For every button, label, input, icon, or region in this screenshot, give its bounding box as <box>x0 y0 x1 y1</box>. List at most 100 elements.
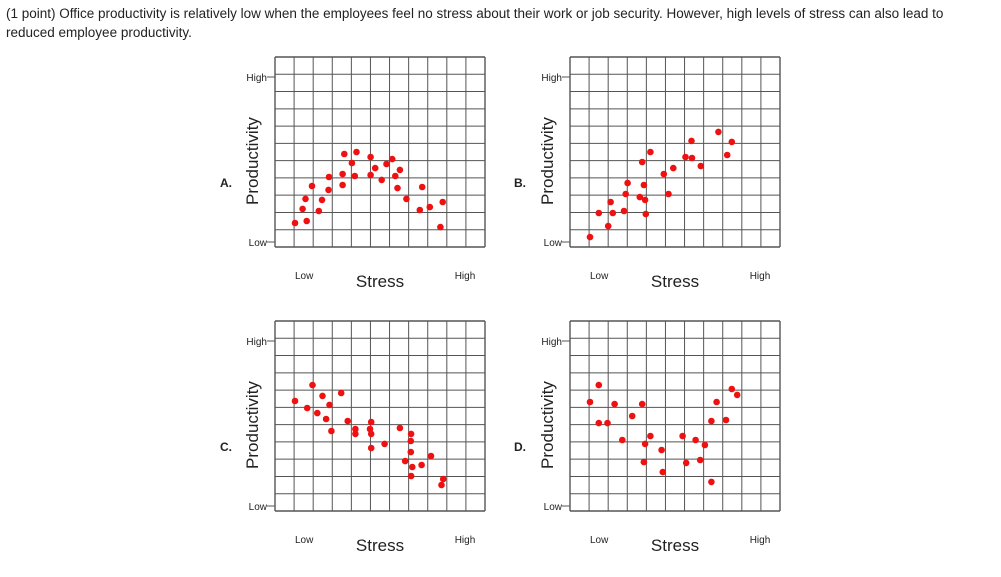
data-point <box>337 389 345 397</box>
data-point <box>609 209 617 217</box>
data-point <box>322 415 330 423</box>
data-point <box>344 417 352 425</box>
x-axis-label: Stress <box>356 272 404 291</box>
data-point <box>624 179 631 187</box>
data-point <box>341 150 348 158</box>
data-point <box>586 233 594 241</box>
data-point <box>439 475 447 483</box>
data-point <box>348 159 356 167</box>
data-point <box>692 436 699 444</box>
data-point <box>407 472 415 480</box>
data-point <box>658 446 665 454</box>
chart-d: D. High Low Low High Stress Productivity <box>514 320 781 555</box>
data-points <box>586 128 736 241</box>
data-point <box>315 207 323 215</box>
x-axis-label: Stress <box>651 272 699 291</box>
data-point <box>728 138 736 146</box>
data-point <box>660 170 668 178</box>
data-point <box>640 181 648 189</box>
grid <box>267 320 486 512</box>
data-point <box>407 448 415 456</box>
data-point <box>679 432 686 440</box>
data-point <box>418 183 426 191</box>
data-point <box>416 206 424 214</box>
data-point <box>586 398 594 406</box>
data-point <box>713 398 720 406</box>
y-tick-label-high: High <box>541 337 562 348</box>
option-label: C. <box>220 440 232 454</box>
data-point <box>303 404 311 412</box>
data-point <box>409 463 416 471</box>
data-point <box>688 137 695 145</box>
data-point <box>403 195 410 203</box>
x-tick-label-high: High <box>455 535 476 546</box>
y-axis-label: Productivity <box>538 381 557 469</box>
data-point <box>641 440 649 448</box>
data-point <box>426 203 434 211</box>
data-point <box>722 416 730 424</box>
data-point <box>439 198 447 206</box>
data-point <box>728 385 736 393</box>
data-point <box>303 217 311 225</box>
data-point <box>401 457 409 465</box>
data-point <box>595 419 603 427</box>
data-point <box>309 381 316 389</box>
data-point <box>388 155 396 163</box>
data-point <box>715 128 722 136</box>
data-point <box>733 391 741 399</box>
data-point <box>299 205 306 213</box>
data-point <box>367 153 374 161</box>
data-point <box>396 424 404 432</box>
data-point <box>351 172 359 180</box>
data-point <box>688 154 696 162</box>
data-point <box>378 176 386 184</box>
data-point <box>302 195 309 203</box>
data-point <box>325 173 333 181</box>
data-point <box>438 481 445 489</box>
y-tick-label-high: High <box>246 73 267 84</box>
data-point <box>437 223 444 231</box>
data-point <box>638 400 646 408</box>
option-label: D. <box>514 440 526 454</box>
data-point <box>407 437 415 445</box>
grid <box>562 56 781 248</box>
data-point <box>407 430 415 438</box>
grid <box>562 320 781 512</box>
data-point <box>339 181 346 189</box>
data-point <box>367 418 375 426</box>
y-axis-label: Productivity <box>243 117 262 205</box>
data-point <box>697 162 705 170</box>
data-point <box>682 153 689 161</box>
x-tick-label-low: Low <box>295 535 314 546</box>
data-point <box>670 164 677 172</box>
option-label: B. <box>514 176 526 190</box>
data-points <box>586 381 741 486</box>
x-axis-label: Stress <box>651 536 699 555</box>
data-point <box>394 184 401 192</box>
data-point <box>381 440 388 448</box>
data-point <box>314 409 321 417</box>
data-point <box>318 196 326 204</box>
option-label: A. <box>220 176 232 190</box>
data-point <box>367 430 375 438</box>
data-point <box>427 452 435 460</box>
data-point <box>619 436 626 444</box>
data-point <box>604 222 612 230</box>
y-axis-label: Productivity <box>243 381 262 469</box>
data-point <box>328 427 335 435</box>
data-point <box>640 458 648 466</box>
data-point <box>308 182 316 190</box>
data-point <box>642 210 650 218</box>
data-point <box>708 417 715 425</box>
y-tick-label-high: High <box>246 337 267 348</box>
data-points <box>291 148 447 231</box>
data-point <box>607 198 614 206</box>
grid <box>267 56 486 248</box>
data-point <box>723 151 731 159</box>
data-point <box>604 419 611 427</box>
y-tick-label-low: Low <box>249 502 268 513</box>
data-point <box>595 209 603 217</box>
data-point <box>367 444 375 452</box>
data-point <box>659 468 667 476</box>
